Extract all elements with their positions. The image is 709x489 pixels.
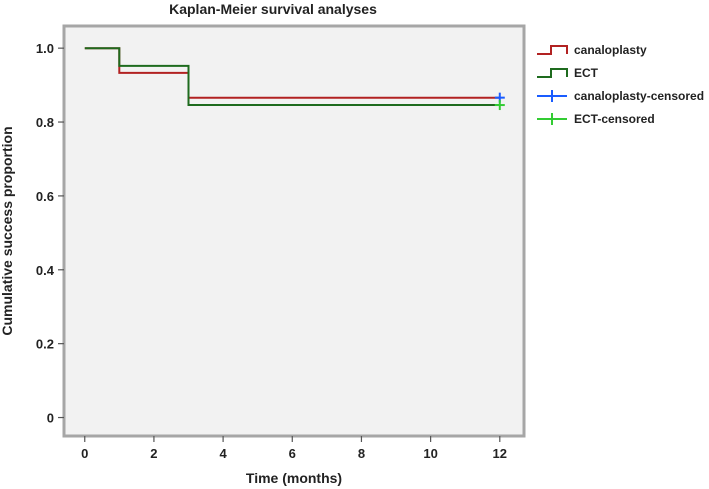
x-tick-label: 10: [423, 446, 437, 461]
y-tick-label: 0.8: [36, 115, 54, 130]
x-tick-label: 6: [289, 446, 296, 461]
legend: canaloplasty ECT canaloplasty-censored ECT-…: [537, 43, 704, 126]
x-axis: 0 2 4 6 8 10 12: [81, 436, 507, 461]
x-tick-label: 0: [81, 446, 88, 461]
legend-swatch-ect-censored: [537, 113, 567, 125]
legend-entry-canaloplasty-censored: canaloplasty-censored: [537, 89, 704, 103]
censor-layer: [494, 92, 505, 111]
x-tick-label: 12: [493, 446, 507, 461]
legend-entry-ect: ECT: [537, 66, 599, 80]
legend-label-canaloplasty: canaloplasty: [574, 43, 647, 57]
legend-swatch-ect: [537, 68, 568, 78]
censor-mark-ect-censored: [494, 100, 505, 111]
legend-label-ect-censored: ECT-censored: [574, 112, 655, 126]
x-tick-label: 2: [150, 446, 157, 461]
series-layer: [84, 47, 500, 106]
chart-title: Kaplan-Meier survival analyses: [169, 1, 377, 17]
y-axis: 0 0.2 0.4 0.6 0.8 1.0: [36, 41, 64, 426]
legend-swatch-canaloplasty-censored: [537, 90, 567, 102]
legend-label-ect: ECT: [574, 66, 599, 80]
legend-entry-canaloplasty: canaloplasty: [537, 43, 647, 57]
x-tick-label: 8: [358, 446, 365, 461]
y-axis-label: Cumulative success proportion: [0, 126, 15, 335]
plot-area: [62, 24, 526, 438]
x-axis-label: Time (months): [246, 470, 342, 486]
legend-entry-ect-censored: ECT-censored: [537, 112, 655, 126]
y-tick-label: 1.0: [36, 41, 54, 56]
y-tick-label: 0.4: [36, 263, 55, 278]
legend-swatch-canaloplasty: [537, 45, 568, 55]
y-tick-label: 0.6: [36, 189, 54, 204]
series-line-ect: [84, 47, 500, 106]
y-tick-label: 0: [47, 411, 54, 426]
y-tick-label: 0.2: [36, 337, 54, 352]
x-tick-label: 4: [219, 446, 227, 461]
legend-label-canaloplasty-censored: canaloplasty-censored: [574, 89, 704, 103]
